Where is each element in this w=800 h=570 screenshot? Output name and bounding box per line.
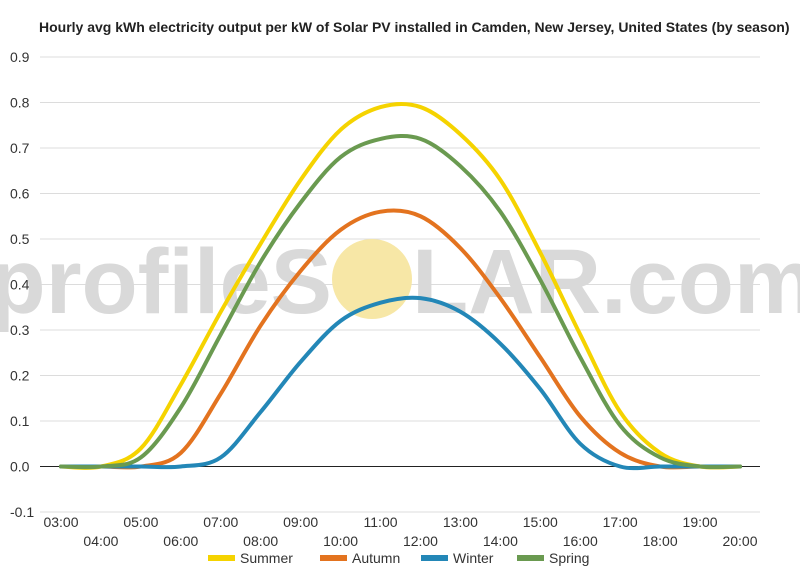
watermark-text-left: profileS	[0, 231, 332, 333]
x-tick-label: 05:00	[123, 514, 158, 530]
legend-label-spring: Spring	[549, 550, 589, 566]
x-tick-label: 09:00	[283, 514, 318, 530]
x-tick-label: 11:00	[364, 514, 398, 530]
y-tick-label: 0.9	[10, 49, 30, 65]
legend-label-autumn: Autumn	[352, 550, 400, 566]
y-tick-label: 0.6	[10, 186, 30, 202]
legend-swatch-spring	[517, 555, 544, 561]
legend-swatch-winter	[421, 555, 448, 561]
x-tick-label: 03:00	[43, 514, 78, 530]
x-tick-label: 08:00	[243, 533, 278, 549]
y-tick-label: 0.4	[10, 277, 30, 293]
legend: Summer Autumn Winter Spring	[208, 550, 589, 566]
watermark: profileS LAR.com	[0, 231, 800, 333]
legend-label-summer: Summer	[240, 550, 293, 566]
legend-label-winter: Winter	[453, 550, 494, 566]
series-line-summer	[59, 101, 742, 470]
legend-swatch-autumn	[320, 555, 347, 561]
x-tick-label: 18:00	[643, 533, 678, 549]
x-tick-label: 14:00	[483, 533, 518, 549]
watermark-text-right: LAR.com	[412, 231, 800, 333]
y-tick-label: 0.0	[10, 459, 30, 475]
x-tick-label: 04:00	[83, 533, 118, 549]
x-tick-label: 20:00	[722, 533, 757, 549]
x-tick-label: 13:00	[443, 514, 478, 530]
series-line-autumn	[59, 208, 742, 470]
y-tick-label: 0.5	[10, 231, 30, 247]
x-tick-label: 07:00	[203, 514, 238, 530]
series-lines	[59, 101, 742, 471]
y-tick-label: 0.1	[10, 413, 30, 429]
x-tick-label: 10:00	[323, 533, 358, 549]
y-tick-label: 0.7	[10, 140, 30, 156]
y-tick-label: 0.2	[10, 368, 30, 384]
x-tick-label: 16:00	[563, 533, 598, 549]
legend-swatch-summer	[208, 555, 235, 561]
x-tick-label: 06:00	[163, 533, 198, 549]
x-tick-label: 19:00	[683, 514, 718, 530]
x-axis-ticks: 03:00 04:00 05:00 06:00 07:00 08:00 09:00 10:00…	[43, 514, 757, 549]
y-tick-label: 0.8	[10, 95, 30, 111]
x-tick-label: 12:00	[403, 533, 438, 549]
x-tick-label: 15:00	[523, 514, 558, 530]
series-line-winter	[59, 295, 742, 471]
y-tick-label: -0.1	[10, 504, 34, 520]
y-axis-ticks: -0.1 0.0 0.1 0.2 0.3 0.4 0.5 0.6 0.7 0.8 0.9	[10, 49, 34, 520]
series-line-spring	[59, 134, 742, 470]
x-tick-label: 17:00	[603, 514, 638, 530]
y-tick-label: 0.3	[10, 322, 30, 338]
chart-title: Hourly avg kWh electricity output per kW…	[39, 19, 790, 35]
